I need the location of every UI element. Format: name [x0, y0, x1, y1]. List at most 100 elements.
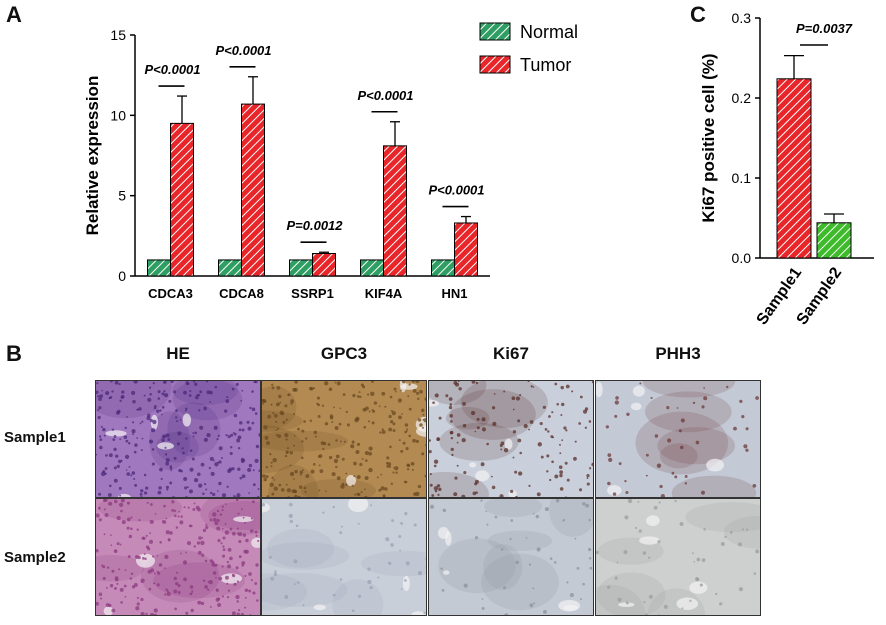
- cell-nucleus: [314, 435, 317, 438]
- cell-nucleus: [262, 399, 264, 402]
- cell-nucleus: [388, 427, 393, 432]
- cell-nucleus: [98, 397, 102, 402]
- panel-letter-c: C: [690, 2, 706, 27]
- cell-nucleus: [98, 492, 102, 496]
- cell-nucleus: [392, 422, 396, 426]
- cell-nucleus: [183, 477, 188, 482]
- cell-nucleus: [113, 447, 117, 452]
- cell-nucleus: [653, 505, 658, 510]
- cell-nucleus: [519, 394, 522, 397]
- cell-nucleus: [202, 579, 206, 583]
- cell-nucleus: [139, 422, 142, 425]
- cell-nucleus: [156, 570, 159, 574]
- tissue-region: [153, 562, 246, 599]
- cell-nucleus: [512, 430, 517, 434]
- cell-nucleus: [289, 519, 294, 524]
- cell-nucleus: [417, 418, 422, 422]
- cell-nucleus: [169, 481, 173, 485]
- cell-nucleus: [102, 469, 106, 473]
- cell-nucleus: [371, 421, 375, 425]
- cell-nucleus: [328, 455, 333, 460]
- cell-nucleus: [263, 477, 267, 482]
- cell-nucleus: [660, 493, 665, 497]
- cell-nucleus: [233, 413, 238, 418]
- cell-nucleus: [207, 588, 210, 591]
- cell-nucleus: [140, 611, 145, 615]
- cell-nucleus: [463, 471, 467, 475]
- cell-nucleus: [373, 401, 378, 405]
- cell-nucleus: [197, 393, 201, 397]
- cell-nucleus: [676, 407, 679, 409]
- cell-nucleus: [368, 410, 371, 413]
- cell-nucleus: [248, 572, 252, 576]
- cell-nucleus: [480, 462, 485, 467]
- cell-nucleus: [752, 484, 757, 488]
- cell-nucleus: [519, 451, 522, 455]
- cell-nucleus: [607, 453, 612, 457]
- micrograph-gpc3-sample1: [261, 380, 427, 498]
- tissue-region: [262, 425, 304, 474]
- cell-nucleus: [335, 465, 338, 469]
- cell-nucleus: [351, 609, 355, 613]
- cell-nucleus: [218, 481, 222, 486]
- cell-nucleus: [657, 540, 661, 544]
- cell-nucleus: [218, 446, 223, 451]
- cell-nucleus: [729, 530, 733, 534]
- cell-nucleus: [208, 466, 212, 470]
- micrograph-texture: [96, 381, 260, 497]
- cell-nucleus: [236, 600, 239, 603]
- tissue-region: [481, 553, 559, 611]
- cell-nucleus: [191, 590, 194, 593]
- tick-label-a-y: 10: [110, 107, 126, 123]
- cell-nucleus: [515, 560, 519, 565]
- cell-nucleus: [546, 470, 549, 473]
- cell-nucleus: [554, 382, 558, 386]
- cell-nucleus: [198, 536, 202, 540]
- lumen: [313, 604, 326, 611]
- cell-nucleus: [346, 423, 350, 427]
- cell-nucleus: [555, 499, 560, 503]
- cell-nucleus: [614, 576, 618, 580]
- cell-nucleus: [171, 508, 175, 512]
- cell-nucleus: [456, 464, 459, 467]
- cell-nucleus: [173, 576, 177, 581]
- cell-nucleus: [571, 390, 574, 393]
- cell-nucleus: [275, 434, 278, 437]
- cell-nucleus: [138, 519, 141, 522]
- cell-nucleus: [151, 428, 156, 433]
- cell-nucleus: [270, 465, 273, 468]
- cell-nucleus: [404, 423, 409, 427]
- cell-nucleus: [528, 428, 530, 431]
- lumen: [646, 515, 660, 527]
- cell-nucleus: [216, 490, 219, 492]
- cell-nucleus: [109, 381, 113, 383]
- cell-nucleus: [143, 491, 148, 495]
- cell-nucleus: [252, 483, 256, 487]
- cell-nucleus: [119, 494, 122, 497]
- cell-nucleus: [393, 387, 397, 391]
- cell-nucleus: [548, 415, 551, 418]
- cell-nucleus: [588, 557, 592, 560]
- cell-nucleus: [388, 561, 392, 565]
- cell-nucleus: [379, 431, 382, 434]
- cell-nucleus: [514, 470, 518, 474]
- cell-nucleus: [542, 405, 546, 409]
- cell-nucleus: [173, 456, 177, 460]
- cell-nucleus: [96, 382, 99, 385]
- cell-nucleus: [197, 550, 202, 555]
- cell-nucleus: [699, 583, 703, 587]
- tissue-region: [685, 502, 760, 533]
- cell-nucleus: [291, 472, 294, 475]
- cell-nucleus: [182, 560, 188, 565]
- cell-nucleus: [193, 478, 199, 483]
- cell-nucleus: [284, 594, 289, 599]
- cell-nucleus: [335, 454, 340, 459]
- cell-nucleus: [738, 587, 744, 592]
- cell-nucleus: [358, 391, 361, 394]
- cell-nucleus: [185, 437, 188, 440]
- cell-nucleus: [222, 527, 224, 530]
- cell-nucleus: [353, 475, 356, 478]
- cell-nucleus: [193, 545, 197, 548]
- cell-nucleus: [179, 419, 182, 421]
- cell-nucleus: [186, 486, 189, 489]
